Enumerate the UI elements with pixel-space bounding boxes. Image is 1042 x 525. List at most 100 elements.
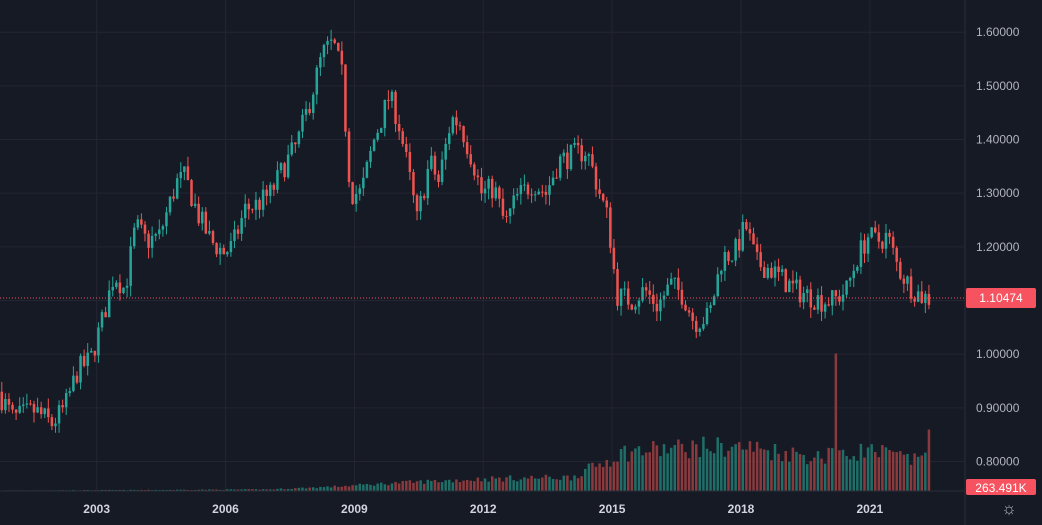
volume-bar [626,461,630,491]
time-tick-label: 2021 [857,502,884,516]
candle-body [927,293,931,305]
volume-bar [562,475,566,491]
candle-body [648,290,651,295]
time-tick-label: 2009 [341,502,368,516]
volume-bar [659,456,662,491]
candle-body [788,280,791,293]
volume-bar [802,454,805,491]
candle-body [387,99,390,101]
candle-body [68,391,72,394]
candle-body [856,266,859,271]
candle-body [304,108,308,115]
candle-body [82,355,86,366]
volume-bar [354,485,358,491]
volume-bar [673,445,677,491]
candle-body [906,276,909,284]
settings-gear-icon[interactable]: ☼ [1001,499,1017,518]
volume-bar [161,489,165,491]
candle-body [519,185,523,195]
volume-bar [924,452,927,491]
volume-bar [555,479,558,491]
candle-body [197,203,200,224]
candle-body [877,232,881,242]
candle-body [394,91,397,124]
time-scale[interactable]: 2003 2006 2009 2012 2015 2018 2021 [83,502,883,516]
candle-body [659,299,662,312]
volume-bar [648,452,651,491]
volume-bar [258,489,261,491]
volume-bar [523,477,526,491]
volume-bar [698,457,702,491]
volume-bar [319,486,322,491]
volume-bar [490,476,494,491]
candle-body [226,252,229,255]
candle-body [576,142,580,146]
volume-bar [193,489,197,491]
volume-bar [752,451,755,491]
candle-body [490,178,494,199]
candle-body [175,178,179,199]
candle-body [913,298,916,302]
volume-bar [215,489,218,491]
candle-body [86,352,89,366]
volume-bar [186,489,190,491]
candle-body [254,199,258,210]
candle-body [863,240,866,254]
candle-body [584,155,587,162]
candle-body [54,423,57,427]
volume-bar [537,478,540,491]
volume-bar [780,461,784,491]
volume-bar [401,480,404,491]
candle-body [716,274,719,297]
candle-body [551,177,555,186]
volume-bar [82,489,86,491]
last-price-badge: 1.10474 [966,287,1036,308]
candle-body [558,156,562,178]
volume-bar [913,453,916,491]
candle-body [773,266,777,278]
candle-body [637,300,641,307]
volume-bar [111,489,115,491]
volume-bar [179,489,183,491]
volume-bar [813,457,816,491]
candle-body [204,211,208,234]
candle-body [848,278,852,281]
price-tick-label: 1.00000 [976,347,1020,361]
volume-bar [412,482,415,491]
candle-body [329,39,333,41]
volume-bar [236,489,240,491]
candle-body [884,232,888,249]
volume-bar [916,456,920,491]
volume-bar [669,447,673,491]
candle-body [870,227,873,238]
volume-bar [251,489,254,491]
candle-body [75,375,79,383]
candle-body [462,126,465,143]
volume-bar [641,455,644,491]
candle-body [698,328,702,333]
candle-body [433,155,437,175]
candle-body [90,350,93,353]
volume-bar [272,489,276,491]
price-scale[interactable]: 1.600001.500001.400001.300001.200001.100… [976,25,1020,468]
candle-body [755,244,759,253]
volume-bar [705,448,709,491]
volume-bar [852,456,856,491]
candle-body [168,196,172,213]
candle-body [891,236,895,248]
candle-body [770,267,773,278]
volume-bar [508,475,512,491]
candle-body [269,184,272,196]
volume-bar [122,489,125,491]
volume-bar [741,449,745,491]
volume-bar [827,447,830,491]
candle-body [308,108,311,113]
volume-bar [541,477,544,491]
volume-bar [140,489,143,491]
candle-body [873,227,877,233]
volume-bar [447,479,451,491]
candle-body [57,405,61,424]
volume-bar [712,453,716,491]
candle-body [752,233,755,245]
